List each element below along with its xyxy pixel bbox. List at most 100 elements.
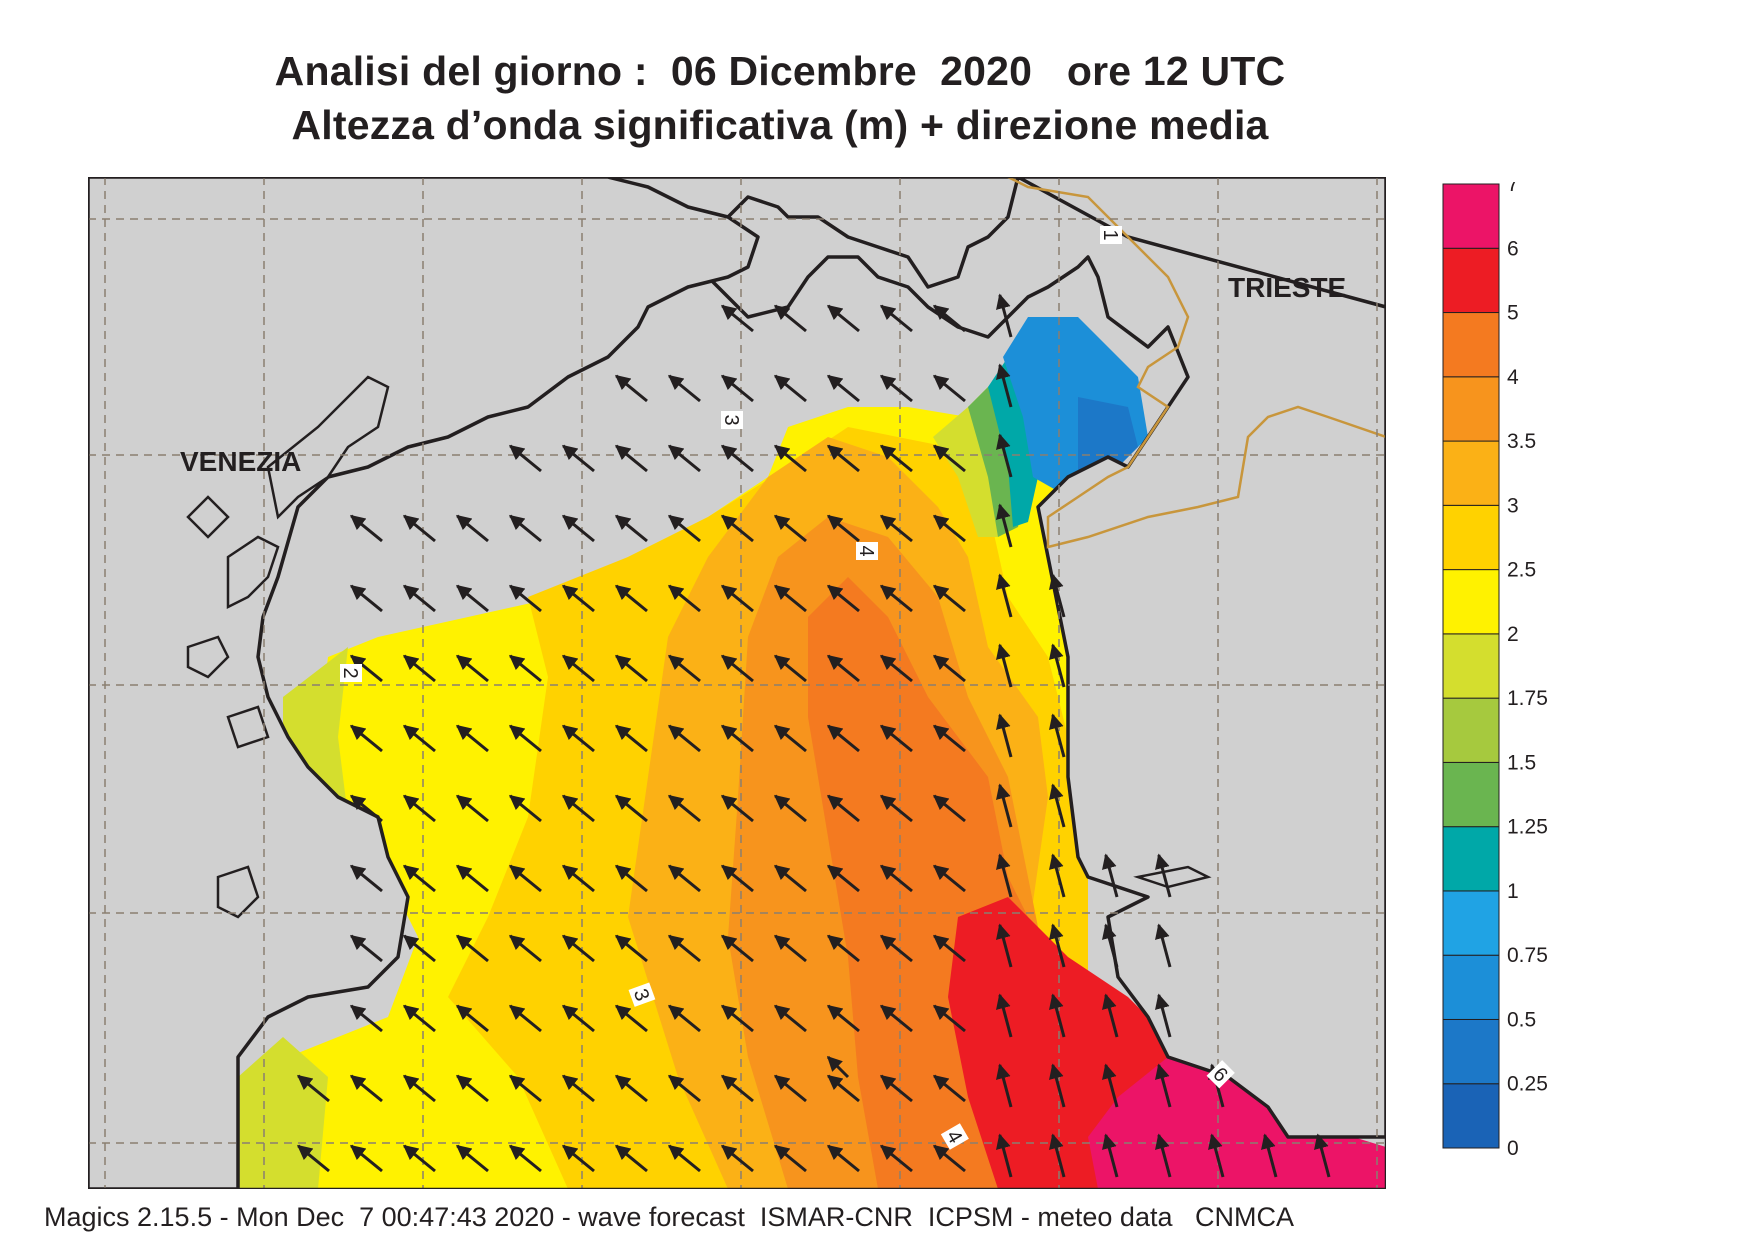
- direction-arrow: [1155, 1133, 1172, 1178]
- direction-arrow: [403, 934, 436, 963]
- direction-arrow: [668, 444, 701, 473]
- direction-arrow: [562, 1004, 595, 1033]
- direction-arrow: [721, 304, 754, 333]
- direction-arrow: [933, 444, 966, 473]
- colorbar-tick-label: 2: [1507, 623, 1519, 646]
- direction-arrow: [668, 1004, 701, 1033]
- colorbar-swatch: [1442, 376, 1500, 442]
- direction-arrow: [1102, 993, 1119, 1038]
- colorbar-tick-label: 1.75: [1507, 687, 1548, 710]
- direction-arrow: [933, 514, 966, 543]
- direction-arrow: [1049, 713, 1066, 758]
- direction-arrow: [880, 864, 913, 893]
- direction-arrow: [668, 934, 701, 963]
- colorbar-tick-label: 6: [1507, 237, 1519, 260]
- direction-arrow: [562, 1074, 595, 1103]
- direction-arrow: [996, 363, 1013, 408]
- direction-arrow: [827, 444, 860, 473]
- direction-arrow: [996, 923, 1013, 968]
- direction-arrow: [774, 934, 807, 963]
- colorbar-swatch: [1442, 569, 1500, 635]
- direction-arrow: [1314, 1133, 1331, 1178]
- direction-arrow: [509, 1074, 542, 1103]
- contour-labels: 1 3 4 2 3 4 6: [339, 226, 1235, 1150]
- colorbar: 0 0.25 0.5 0.75 1 1.25 1.5 1.75 2 2.5 3 3.5 4 5 6 7: [1442, 182, 1548, 1160]
- direction-arrow: [615, 1144, 648, 1173]
- contour-label: 2: [339, 667, 361, 678]
- direction-arrow: [509, 794, 542, 823]
- direction-arrow: [880, 654, 913, 683]
- direction-arrow: [297, 1074, 330, 1103]
- colorbar-tick-label: 2.5: [1507, 559, 1536, 582]
- direction-arrow: [509, 1144, 542, 1173]
- direction-arrow: [509, 1004, 542, 1033]
- border-line: [1007, 177, 1386, 549]
- direction-arrow: [403, 1074, 436, 1103]
- direction-arrow: [774, 724, 807, 753]
- direction-arrow: [827, 514, 860, 543]
- direction-arrow: [615, 794, 648, 823]
- colorbar-swatch: [1442, 504, 1500, 571]
- direction-arrow: [827, 654, 860, 683]
- direction-arrow: [721, 654, 754, 683]
- direction-arrow: [1155, 993, 1172, 1038]
- direction-arrow: [880, 584, 913, 613]
- direction-arrow: [403, 864, 436, 893]
- direction-arrow: [933, 1074, 966, 1103]
- direction-arrow: [933, 654, 966, 683]
- direction-arrow: [403, 654, 436, 683]
- direction-arrow: [350, 584, 383, 613]
- direction-arrow: [774, 444, 807, 473]
- direction-arrow: [562, 864, 595, 893]
- direction-arrow: [562, 654, 595, 683]
- colorbar-tick-label: 0.75: [1507, 944, 1548, 967]
- direction-arrow: [933, 934, 966, 963]
- colorbar-swatch: [1442, 183, 1500, 249]
- direction-arrow: [880, 794, 913, 823]
- direction-arrow: [996, 433, 1013, 478]
- direction-arrow: [562, 584, 595, 613]
- direction-arrow: [615, 654, 648, 683]
- direction-arrow: [456, 794, 489, 823]
- colorbar-swatch: [1442, 312, 1500, 378]
- arrow-field: [297, 293, 1331, 1178]
- direction-arrow: [880, 934, 913, 963]
- direction-arrow: [668, 584, 701, 613]
- colorbar-swatch: [1442, 697, 1500, 763]
- direction-arrow: [774, 374, 807, 403]
- contour-label: 4: [855, 545, 877, 556]
- direction-arrow: [615, 724, 648, 753]
- direction-arrow: [827, 1004, 860, 1033]
- direction-arrow: [827, 724, 860, 753]
- direction-arrow: [509, 514, 542, 543]
- direction-arrow: [880, 304, 913, 333]
- direction-arrow: [933, 1144, 966, 1173]
- direction-arrow: [562, 794, 595, 823]
- colorbar-tick-label: 3.5: [1507, 430, 1536, 453]
- direction-arrow: [774, 794, 807, 823]
- direction-arrow: [350, 724, 383, 753]
- wave-height-map: VENEZIA TRIESTE 1 3 4 2 3 4 6: [88, 177, 1386, 1189]
- direction-arrow: [933, 794, 966, 823]
- direction-arrow: [996, 853, 1013, 898]
- direction-arrow: [827, 584, 860, 613]
- direction-arrow: [350, 514, 383, 543]
- direction-arrow: [933, 724, 966, 753]
- direction-arrow: [721, 514, 754, 543]
- direction-arrow: [615, 864, 648, 893]
- footer-credits: Magics 2.15.5 - Mon Dec 7 00:47:43 2020 …: [44, 1202, 1294, 1232]
- direction-arrow: [615, 934, 648, 963]
- direction-arrow: [403, 584, 436, 613]
- direction-arrow: [350, 864, 383, 893]
- direction-arrow: [880, 444, 913, 473]
- direction-arrow: [774, 1074, 807, 1103]
- direction-arrow: [774, 304, 807, 333]
- direction-arrow: [668, 1144, 701, 1173]
- direction-arrow: [827, 794, 860, 823]
- colorbar-tick-label: 3: [1507, 494, 1519, 517]
- direction-arrow: [1049, 783, 1066, 828]
- direction-arrow: [1049, 1063, 1066, 1108]
- direction-arrow: [721, 934, 754, 963]
- direction-arrow: [615, 444, 648, 473]
- direction-arrow: [721, 864, 754, 893]
